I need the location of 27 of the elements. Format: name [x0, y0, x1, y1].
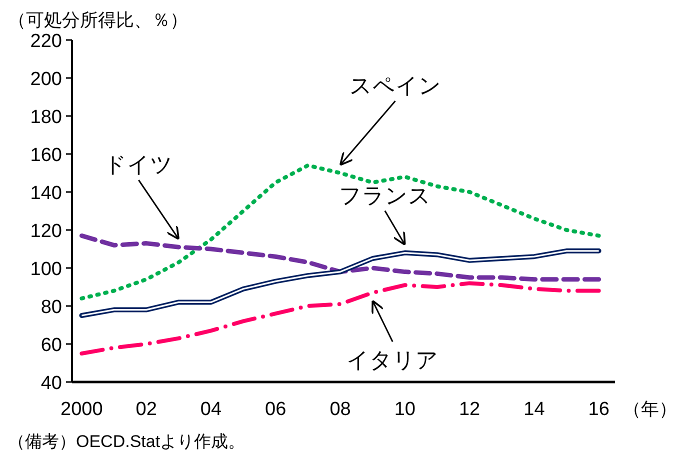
- y-tick-label: 100: [30, 259, 62, 280]
- text: フランス: [338, 182, 431, 208]
- y-tick-label: 40: [40, 373, 62, 394]
- y-axis-title: （可処分所得比、％）: [8, 10, 188, 30]
- x-tick-label: 10: [394, 399, 416, 420]
- y-tick-label: 200: [30, 69, 62, 90]
- x-tick-label: 06: [265, 399, 286, 420]
- x-tick-label: 12: [458, 399, 480, 420]
- text: ドイツ: [104, 152, 174, 178]
- x-tick-label: 14: [524, 399, 546, 420]
- text: （備考）OECD.Statより作成。: [8, 432, 246, 451]
- y-tick-label: 180: [30, 107, 62, 128]
- text: スペイン: [349, 73, 442, 98]
- y-tick-label: 140: [30, 183, 62, 204]
- text: イタリア: [346, 348, 439, 373]
- x-tick-label: 08: [330, 399, 351, 420]
- y-tick-label: 60: [40, 335, 62, 356]
- y-tick-label: 80: [40, 297, 62, 318]
- y-tick-label: 120: [30, 221, 62, 242]
- x-tick-label: 2000: [60, 399, 103, 420]
- y-tick-label: 220: [30, 31, 62, 52]
- x-tick-label: 02: [136, 399, 157, 420]
- x-axis-title: （年）: [623, 399, 677, 419]
- x-tick-label: 04: [200, 399, 222, 420]
- x-tick-label: 16: [588, 399, 610, 420]
- line-series: [79, 233, 602, 282]
- y-tick-label: 160: [30, 145, 62, 166]
